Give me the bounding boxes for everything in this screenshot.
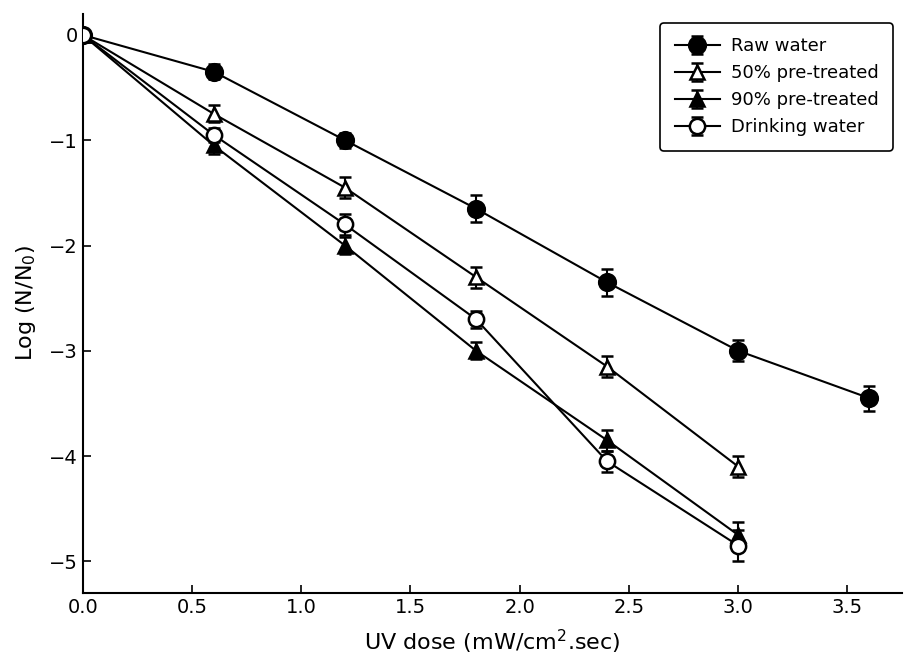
X-axis label: UV dose (mW/cm$^2$.sec): UV dose (mW/cm$^2$.sec): [365, 628, 621, 656]
Y-axis label: Log (N/N$_0$): Log (N/N$_0$): [14, 245, 38, 362]
Legend: Raw water, 50% pre-treated, 90% pre-treated, Drinking water: Raw water, 50% pre-treated, 90% pre-trea…: [660, 23, 893, 151]
